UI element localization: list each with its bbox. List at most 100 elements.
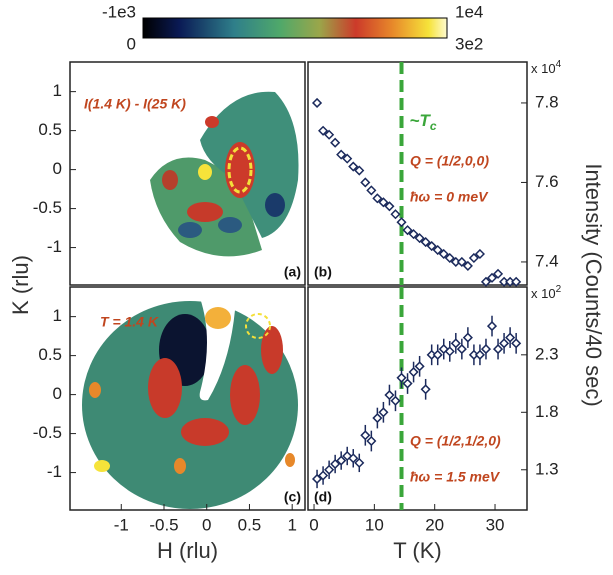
y-tick-label: 0.5 [38, 120, 62, 139]
colorbar-label: 1e4 [455, 2, 483, 21]
data-point [390, 209, 401, 220]
x-tick-label: 0.5 [238, 515, 262, 534]
q-label: Q = (1/2,1/2,0) [410, 433, 501, 449]
y-tick-label: 0.5 [38, 345, 62, 364]
data-point [462, 260, 473, 271]
y-tick-label: 7.8 [535, 92, 559, 111]
data-point [360, 430, 371, 441]
y-axis-label: Intensity (Counts/40 sec) [581, 163, 606, 406]
data-point [444, 346, 455, 357]
data-point [390, 395, 401, 406]
data-point [426, 240, 437, 252]
panel-label: (c) [284, 489, 301, 505]
data-point [318, 125, 329, 136]
data-point [348, 453, 359, 464]
x-tick-label: 0 [309, 515, 318, 534]
panel-label: (a) [284, 264, 301, 280]
y-multiplier-exp: 2 [556, 284, 562, 295]
data-point [336, 455, 347, 466]
x-tick-label: 20 [425, 515, 444, 534]
data-point [432, 349, 443, 360]
data-point [360, 177, 371, 188]
data-point [402, 378, 413, 389]
y-multiplier: x 104 [531, 59, 562, 77]
tc-label: ~Tc [410, 111, 437, 133]
data-point [414, 233, 425, 244]
x-tick-label: -1 [114, 515, 129, 534]
data-point [378, 407, 389, 418]
data-point [456, 256, 467, 268]
data-point [486, 321, 498, 332]
data-point [505, 332, 516, 343]
data-point [372, 412, 383, 424]
y-tick-label: 1 [53, 81, 62, 100]
y-multiplier-base: x 10 [531, 61, 556, 76]
energy-label: ħω = 1.5 meV [410, 469, 501, 485]
annotation: T = 1.4 K [100, 314, 159, 330]
y-tick-label: 1.3 [535, 459, 559, 478]
y-tick-label: 0 [53, 384, 62, 403]
x-tick-label: -0.5 [149, 515, 178, 534]
y-tick-label: 2.3 [535, 344, 559, 363]
data-point [420, 237, 431, 248]
data-point [499, 338, 510, 349]
data-point [432, 244, 443, 256]
y-axis-label: K (rlu) [8, 255, 33, 315]
panel-label: (d) [314, 489, 332, 505]
data-point [462, 332, 473, 343]
data-point [438, 248, 449, 260]
data-point [366, 435, 377, 447]
x-axis-label: T (K) [393, 538, 441, 563]
data-point [402, 225, 413, 236]
data-point [414, 361, 425, 372]
data-point [330, 137, 341, 148]
data-point [324, 129, 335, 140]
data-point [396, 217, 407, 228]
colorbar-label: 0 [127, 34, 136, 53]
data-point [311, 97, 323, 109]
energy-label: ħω = 0 meV [410, 189, 489, 205]
data-point [378, 197, 389, 208]
y-multiplier-exp: 4 [556, 59, 562, 70]
data-point [511, 338, 522, 349]
x-tick-label: 1 [287, 515, 296, 534]
x-tick-label: 30 [486, 515, 505, 534]
colorbar-label: 3e2 [455, 34, 483, 53]
data-point [456, 344, 467, 355]
y-multiplier-base: x 10 [531, 286, 556, 301]
data-point [318, 470, 329, 481]
data-point [311, 473, 323, 485]
map-a [150, 91, 299, 257]
panel-frame [307, 61, 528, 286]
y-tick-label: -0.5 [33, 198, 62, 217]
colorbar-label: -1e3 [102, 2, 136, 21]
x-axis-label: H (rlu) [157, 538, 218, 563]
data-point [408, 367, 419, 378]
x-tick-label: 10 [365, 515, 384, 534]
q-label: Q = (1/2,0,0) [410, 153, 489, 169]
y-tick-label: -1 [47, 462, 62, 481]
data-point [492, 344, 504, 355]
data-point [468, 252, 479, 264]
panel-frame [307, 286, 528, 511]
data-point [420, 384, 431, 395]
data-point [474, 349, 486, 360]
colorbar [142, 17, 448, 39]
data-point [384, 201, 395, 212]
data-point [348, 161, 359, 172]
panel-frame [69, 286, 306, 511]
data-point [444, 252, 455, 264]
data-point [354, 457, 365, 468]
panel-frame [69, 61, 306, 286]
map-c [82, 298, 298, 509]
y-multiplier: x 102 [531, 284, 562, 302]
data-point [384, 389, 395, 401]
data-point [366, 185, 377, 196]
y-tick-label: -1 [47, 237, 62, 256]
y-tick-label: 0 [53, 159, 62, 178]
y-tick-label: -0.5 [33, 423, 62, 442]
tc-label-sub: c [430, 119, 437, 133]
data-point [450, 338, 461, 349]
data-point [511, 276, 522, 287]
